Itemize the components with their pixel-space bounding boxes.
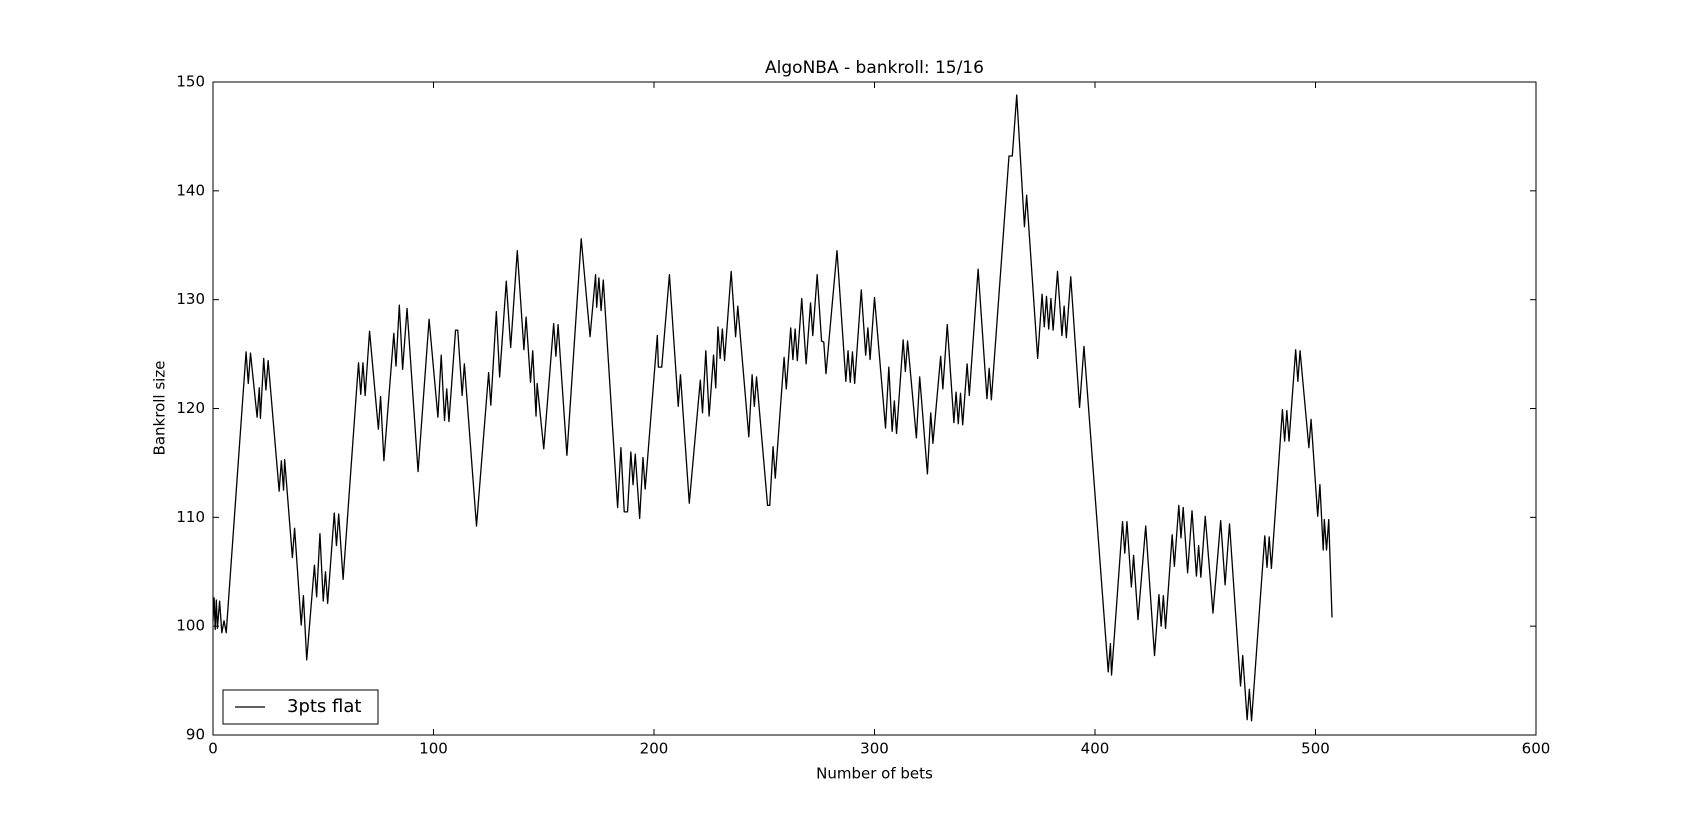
x-tick-label: 500 [1301, 740, 1330, 758]
x-axis-label: Number of bets [816, 765, 933, 783]
x-tick-label: 200 [640, 740, 669, 758]
y-tick-label: 90 [186, 726, 205, 744]
y-tick-label: 140 [176, 181, 205, 199]
y-axis-label: Bankroll size [151, 361, 169, 456]
plot-frame [212, 81, 1537, 736]
x-tick-label: 600 [1522, 740, 1551, 758]
x-tick-label: 100 [419, 740, 448, 758]
y-tick-label: 150 [176, 73, 205, 91]
y-tick-label: 110 [176, 508, 205, 526]
x-tick-label: 400 [1081, 740, 1110, 758]
y-tick-label: 120 [176, 399, 205, 417]
x-tick-label: 300 [860, 740, 889, 758]
y-tick-label: 100 [176, 617, 205, 635]
x-tick-label: 0 [208, 740, 218, 758]
y-tick-label: 130 [176, 290, 205, 308]
series-line [212, 94, 1333, 722]
chart-title: AlgoNBA - bankroll: 15/16 [765, 58, 984, 78]
legend-label: 3pts flat [287, 696, 361, 717]
